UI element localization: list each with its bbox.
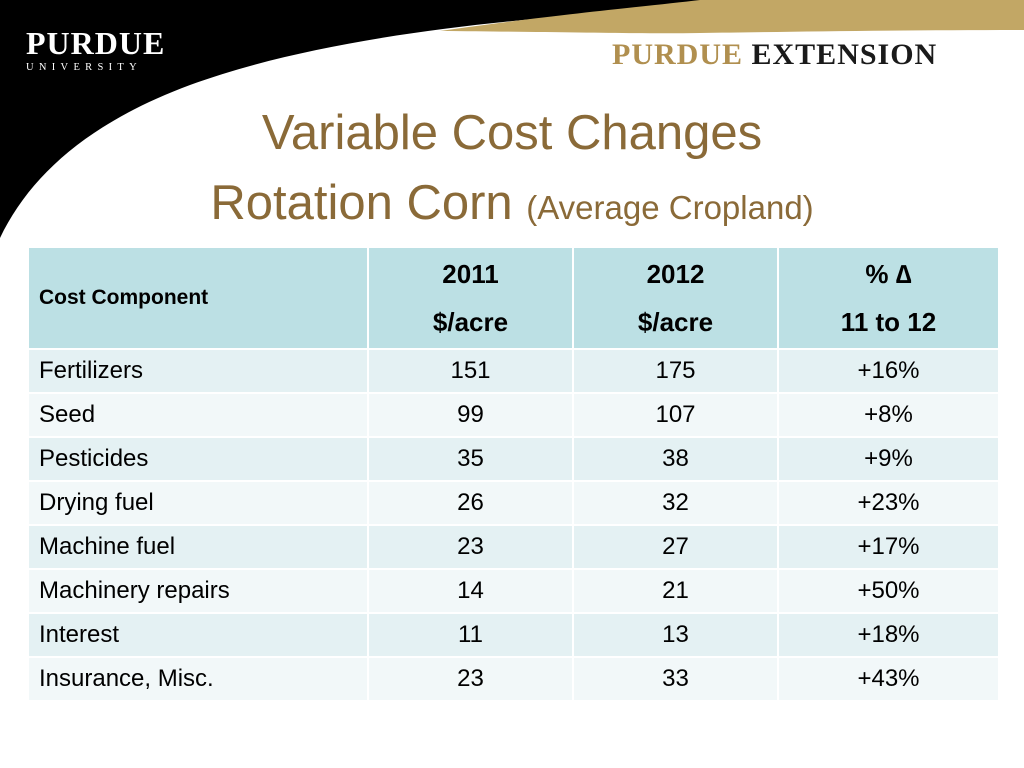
cell-cost-component: Machine fuel (27, 524, 369, 570)
table-row: Interest 11 13 +18% (27, 612, 1000, 658)
table-row: Seed 99 107 +8% (27, 392, 1000, 438)
header-unit: $/acre (637, 307, 714, 337)
cell-2012: 107 (572, 392, 779, 438)
cell-cost-component: Pesticides (27, 436, 369, 482)
cell-cost-component: Machinery repairs (27, 568, 369, 614)
header-unit: 11 to 12 (840, 307, 937, 337)
purdue-university-logo: PURDUE UNIVERSITY (26, 26, 165, 73)
cell-2011: 11 (367, 612, 574, 658)
cell-2012: 32 (572, 480, 779, 526)
header-line: % ∆ (865, 259, 912, 289)
header-line: Cost Component (39, 286, 209, 309)
title-main: Rotation Corn (210, 176, 513, 230)
title-subtitle: (Average Cropland) (526, 189, 814, 226)
cell-percent-change: +17% (777, 524, 1000, 570)
header-line: 2012 (646, 259, 705, 289)
cell-percent-change: +23% (777, 480, 1000, 526)
extension-logo-part2: EXTENSION (751, 38, 938, 71)
table-row: Drying fuel 26 32 +23% (27, 480, 1000, 526)
cell-percent-change: +8% (777, 392, 1000, 438)
cell-2012: 21 (572, 568, 779, 614)
cell-2011: 23 (367, 524, 574, 570)
extension-logo-part1: PURDUE (612, 38, 743, 71)
table-header-row: Cost Component 2011 $/acre 2012 $/acre %… (27, 246, 1000, 350)
logo-word: PURDUE (26, 25, 166, 61)
header-unit: $/acre (432, 307, 509, 337)
title-line2: Rotation Corn (Average Cropland) (0, 168, 1024, 243)
table-row: Pesticides 35 38 +9% (27, 436, 1000, 482)
table-row: Machine fuel 23 27 +17% (27, 524, 1000, 570)
cell-percent-change: +9% (777, 436, 1000, 482)
table-row: Insurance, Misc. 23 33 +43% (27, 656, 1000, 702)
header-2011: 2011 $/acre (367, 246, 574, 350)
cell-2011: 26 (367, 480, 574, 526)
cell-2012: 27 (572, 524, 779, 570)
cell-cost-component: Interest (27, 612, 369, 658)
cell-cost-component: Drying fuel (27, 480, 369, 526)
title-line1: Variable Cost Changes (261, 106, 763, 160)
header-line: 2011 (442, 259, 499, 289)
cell-cost-component: Insurance, Misc. (27, 656, 369, 702)
cell-percent-change: +18% (777, 612, 1000, 658)
header-swoosh (0, 0, 1024, 238)
header-2012: 2012 $/acre (572, 246, 779, 350)
cell-percent-change: +16% (777, 348, 1000, 394)
cell-cost-component: Seed (27, 392, 369, 438)
cell-percent-change: +43% (777, 656, 1000, 702)
cell-2011: 35 (367, 436, 574, 482)
cell-2012: 33 (572, 656, 779, 702)
slide-title: Variable Cost Changes Rotation Corn (Ave… (0, 98, 1024, 243)
cell-2011: 99 (367, 392, 574, 438)
cell-2011: 151 (367, 348, 574, 394)
cost-table: Cost Component 2011 $/acre 2012 $/acre %… (27, 246, 1000, 702)
cell-cost-component: Fertilizers (27, 348, 369, 394)
cell-2012: 13 (572, 612, 779, 658)
cell-percent-change: +50% (777, 568, 1000, 614)
header-percent-change: % ∆ 11 to 12 (777, 246, 1000, 350)
table-row: Machinery repairs 14 21 +50% (27, 568, 1000, 614)
logo-subword: UNIVERSITY (26, 62, 142, 73)
cell-2011: 14 (367, 568, 574, 614)
cell-2012: 38 (572, 436, 779, 482)
cell-2012: 175 (572, 348, 779, 394)
header-cost-component: Cost Component (27, 246, 369, 350)
purdue-extension-logo: PURDUE EXTENSION (612, 38, 937, 72)
table-row: Fertilizers 151 175 +16% (27, 348, 1000, 394)
cell-2011: 23 (367, 656, 574, 702)
